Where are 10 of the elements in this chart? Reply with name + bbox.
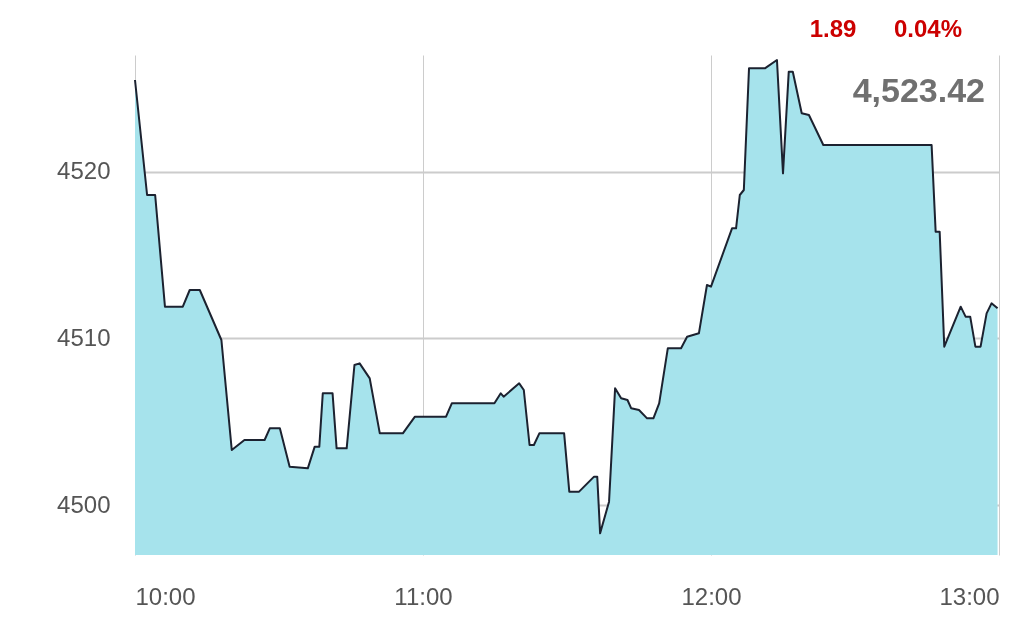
- y-tick-label: 4520: [57, 157, 111, 185]
- annotation: 4,523.42: [852, 71, 985, 109]
- x-tick-label: 12:00: [681, 582, 742, 610]
- text: 1.89: [809, 15, 857, 42]
- x-tick-label: 10:00: [135, 582, 196, 610]
- y-tick-label: 4510: [57, 323, 111, 351]
- x-tick-label: 11:00: [394, 582, 453, 610]
- x-tick-label: 13:00: [939, 582, 1000, 610]
- y-tick-label: 4500: [57, 490, 111, 518]
- text: 0.04%: [893, 15, 963, 42]
